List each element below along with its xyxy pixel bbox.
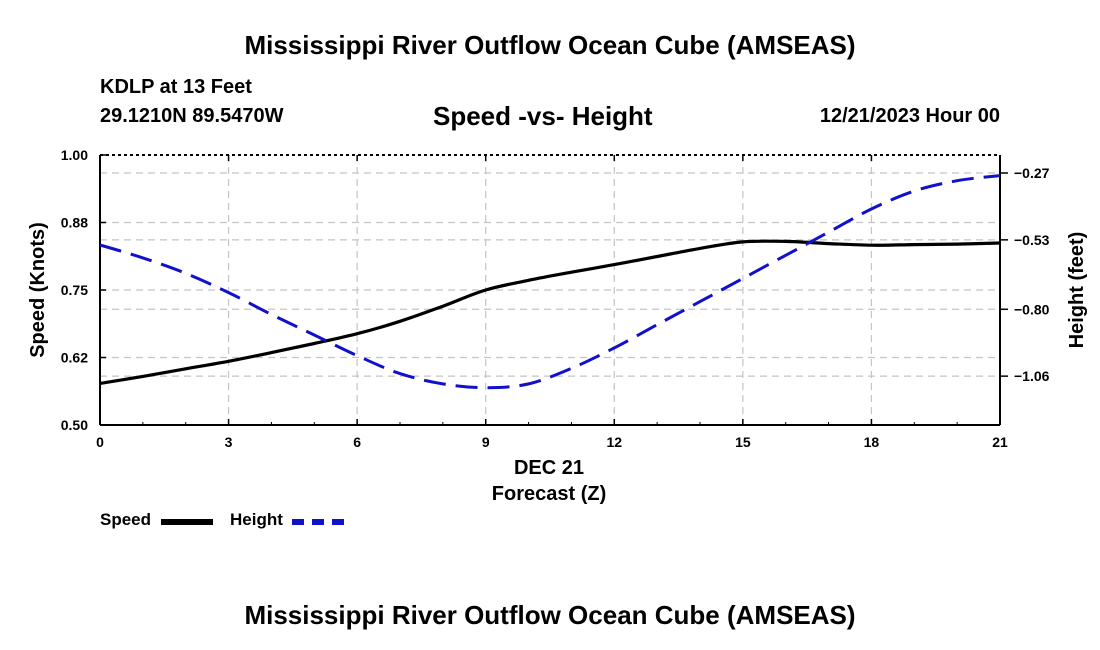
y2-tick-label: −0.27 [1014, 165, 1050, 181]
x-axis-date-label: DEC 21 [514, 457, 584, 479]
x-tick-label: 21 [992, 434, 1008, 450]
coordinates-label: 29.1210N 89.5470W [100, 105, 284, 127]
legend-speed-swatch [161, 519, 213, 525]
x-tick-label: 0 [96, 434, 104, 450]
series-line-speed [99, 239, 1001, 385]
y-tick-label: 0.62 [61, 350, 88, 366]
x-tick-label: 3 [225, 434, 233, 450]
x-tick-label: 15 [735, 434, 751, 450]
x-axis-title: Forecast (Z) [492, 483, 606, 505]
legend-speed-label: Speed [100, 510, 152, 529]
station-label: KDLP at 13 Feet [100, 76, 252, 98]
y-tick-label: 0.75 [61, 282, 88, 298]
series-line-height [99, 174, 1001, 390]
x-tick-label: 6 [353, 434, 361, 450]
axis-ticks: 0 3 6 9 12 15 18 21 0.50 0.62 0.75 0.88 1.00 −1.06 −0.… [61, 147, 1050, 450]
y-axis-title: Speed (Knots) [27, 222, 49, 358]
datetime-label: 12/21/2023 Hour 00 [819, 105, 1000, 127]
y-tick-label: 0.50 [61, 417, 88, 433]
footer-title: Mississippi River Outflow Ocean Cube (AM… [244, 600, 856, 630]
y-tick-label: 0.88 [61, 215, 88, 231]
y2-axis-title: Height (feet) [1066, 232, 1088, 349]
x-tick-label: 18 [864, 434, 880, 450]
y2-tick-label: −1.06 [1014, 368, 1050, 384]
chart-subtitle: Speed -vs- Height [433, 101, 653, 131]
y2-tick-label: −0.80 [1014, 301, 1050, 317]
series-lines [99, 174, 1001, 390]
legend-height-swatch [292, 519, 344, 525]
plot-frame [99, 154, 1001, 426]
y2-tick-label: −0.53 [1014, 232, 1050, 248]
grid-lines [100, 155, 1000, 425]
chart-title: Mississippi River Outflow Ocean Cube (AM… [244, 30, 856, 60]
x-tick-label: 9 [482, 434, 490, 450]
x-tick-label: 12 [606, 434, 622, 450]
y-tick-label: 1.00 [61, 147, 88, 163]
legend-height-label: Height [230, 510, 283, 529]
